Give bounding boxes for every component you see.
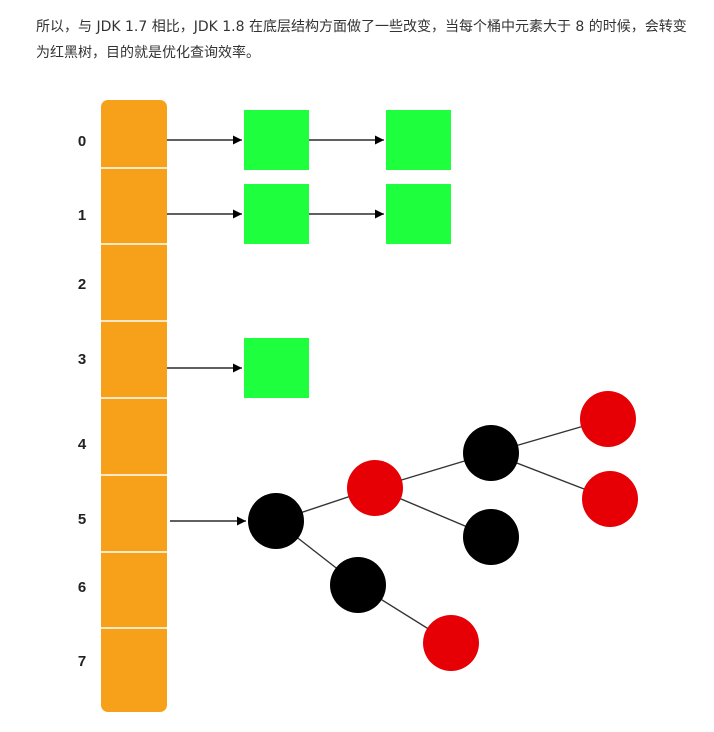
intro-paragraph: 所以，与 JDK 1.7 相比，JDK 1.8 在底层结构方面做了一些改变，当每… [36,19,687,61]
list-node [244,338,309,398]
tree-node-red [582,471,638,527]
tree-node-black [463,509,519,565]
tree-node-black [248,493,304,549]
bucket-index-3: 3 [78,351,86,368]
bucket-index-2: 2 [78,276,86,293]
tree-node-red [423,615,479,671]
bucket-index-5: 5 [78,511,86,528]
tree-node-red [580,391,636,447]
bucket-index-0: 0 [78,133,86,150]
bucket-index-4: 4 [78,436,87,453]
bucket-array [101,100,167,712]
bucket-index-7: 7 [78,653,86,670]
tree-node-red [347,460,403,516]
bucket-index-1: 1 [78,207,86,224]
bucket-index-6: 6 [78,579,86,596]
list-node [386,184,451,244]
list-node [244,110,309,170]
bucket-dividers [101,167,167,629]
list-node [244,184,309,244]
tree-node-black [463,425,519,481]
list-node [386,110,451,170]
tree-node-black [330,557,386,613]
